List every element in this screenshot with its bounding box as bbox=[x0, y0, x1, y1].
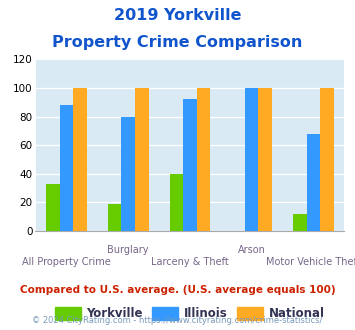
Bar bbox=[258, 88, 272, 231]
Bar bbox=[293, 214, 307, 231]
Bar bbox=[73, 88, 87, 231]
Legend: Yorkville, Illinois, National: Yorkville, Illinois, National bbox=[50, 302, 330, 325]
Bar bbox=[108, 204, 121, 231]
Bar bbox=[170, 174, 183, 231]
Text: © 2024 CityRating.com - https://www.cityrating.com/crime-statistics/: © 2024 CityRating.com - https://www.city… bbox=[32, 316, 323, 325]
Bar bbox=[245, 88, 258, 231]
Text: Motor Vehicle Theft: Motor Vehicle Theft bbox=[266, 257, 355, 267]
Text: Burglary: Burglary bbox=[108, 245, 149, 255]
Text: Larceny & Theft: Larceny & Theft bbox=[151, 257, 229, 267]
Bar bbox=[183, 99, 197, 231]
Bar bbox=[60, 105, 73, 231]
Text: Property Crime Comparison: Property Crime Comparison bbox=[52, 35, 303, 50]
Bar bbox=[135, 88, 148, 231]
Bar bbox=[121, 116, 135, 231]
Bar bbox=[320, 88, 334, 231]
Bar bbox=[197, 88, 210, 231]
Text: Compared to U.S. average. (U.S. average equals 100): Compared to U.S. average. (U.S. average … bbox=[20, 285, 335, 295]
Text: Arson: Arson bbox=[238, 245, 266, 255]
Bar bbox=[46, 184, 60, 231]
Bar bbox=[307, 134, 320, 231]
Text: 2019 Yorkville: 2019 Yorkville bbox=[114, 8, 241, 23]
Text: All Property Crime: All Property Crime bbox=[22, 257, 111, 267]
